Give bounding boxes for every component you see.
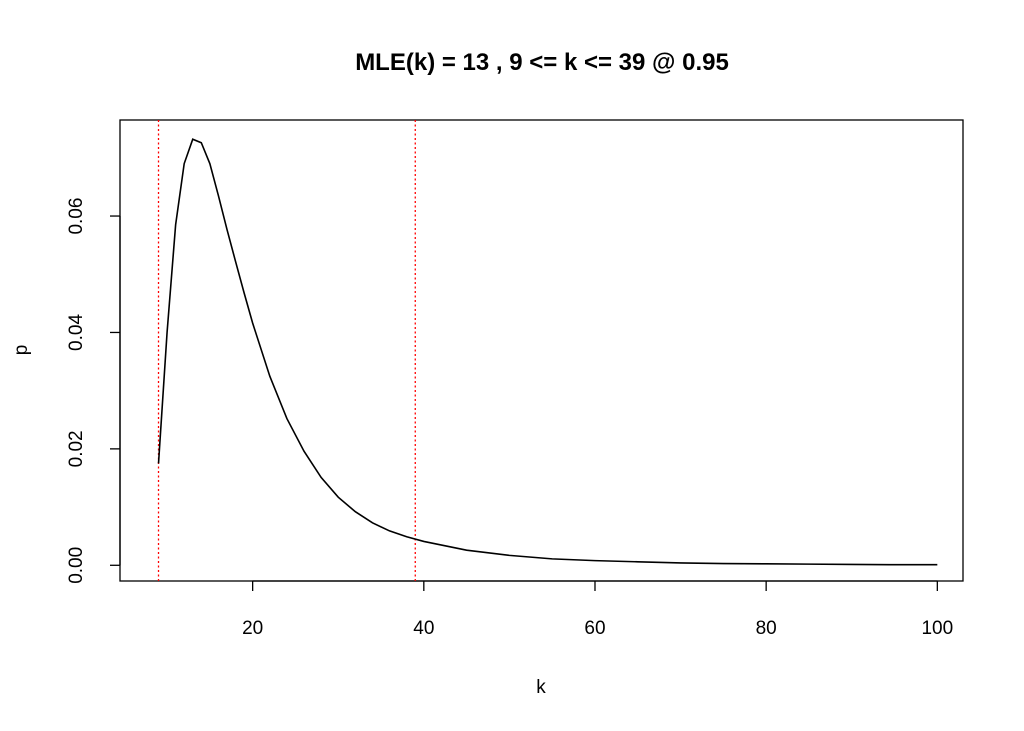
x-tick-label: 100 (921, 618, 953, 639)
x-axis: 20 40 60 80 100 (242, 580, 953, 639)
x-tick-label: 60 (584, 618, 605, 639)
x-tick-label: 80 (756, 618, 777, 639)
chart-title: MLE(k) = 13 , 9 <= k <= 39 @ 0.95 (355, 49, 729, 76)
y-tick-label: 0.02 (66, 430, 87, 467)
x-tick-label: 20 (242, 618, 263, 639)
y-axis: 0.00 0.02 0.04 0.06 (66, 198, 121, 584)
y-axis-label: p (11, 345, 32, 356)
plot-frame (119, 119, 964, 582)
x-tick-label: 40 (413, 618, 434, 639)
y-tick-label: 0.00 (66, 547, 87, 584)
series-line (157, 138, 938, 566)
y-tick-label: 0.04 (66, 314, 87, 351)
confidence-bounds (157, 120, 416, 581)
x-axis-label: k (536, 677, 546, 698)
y-tick-label: 0.06 (66, 198, 87, 235)
